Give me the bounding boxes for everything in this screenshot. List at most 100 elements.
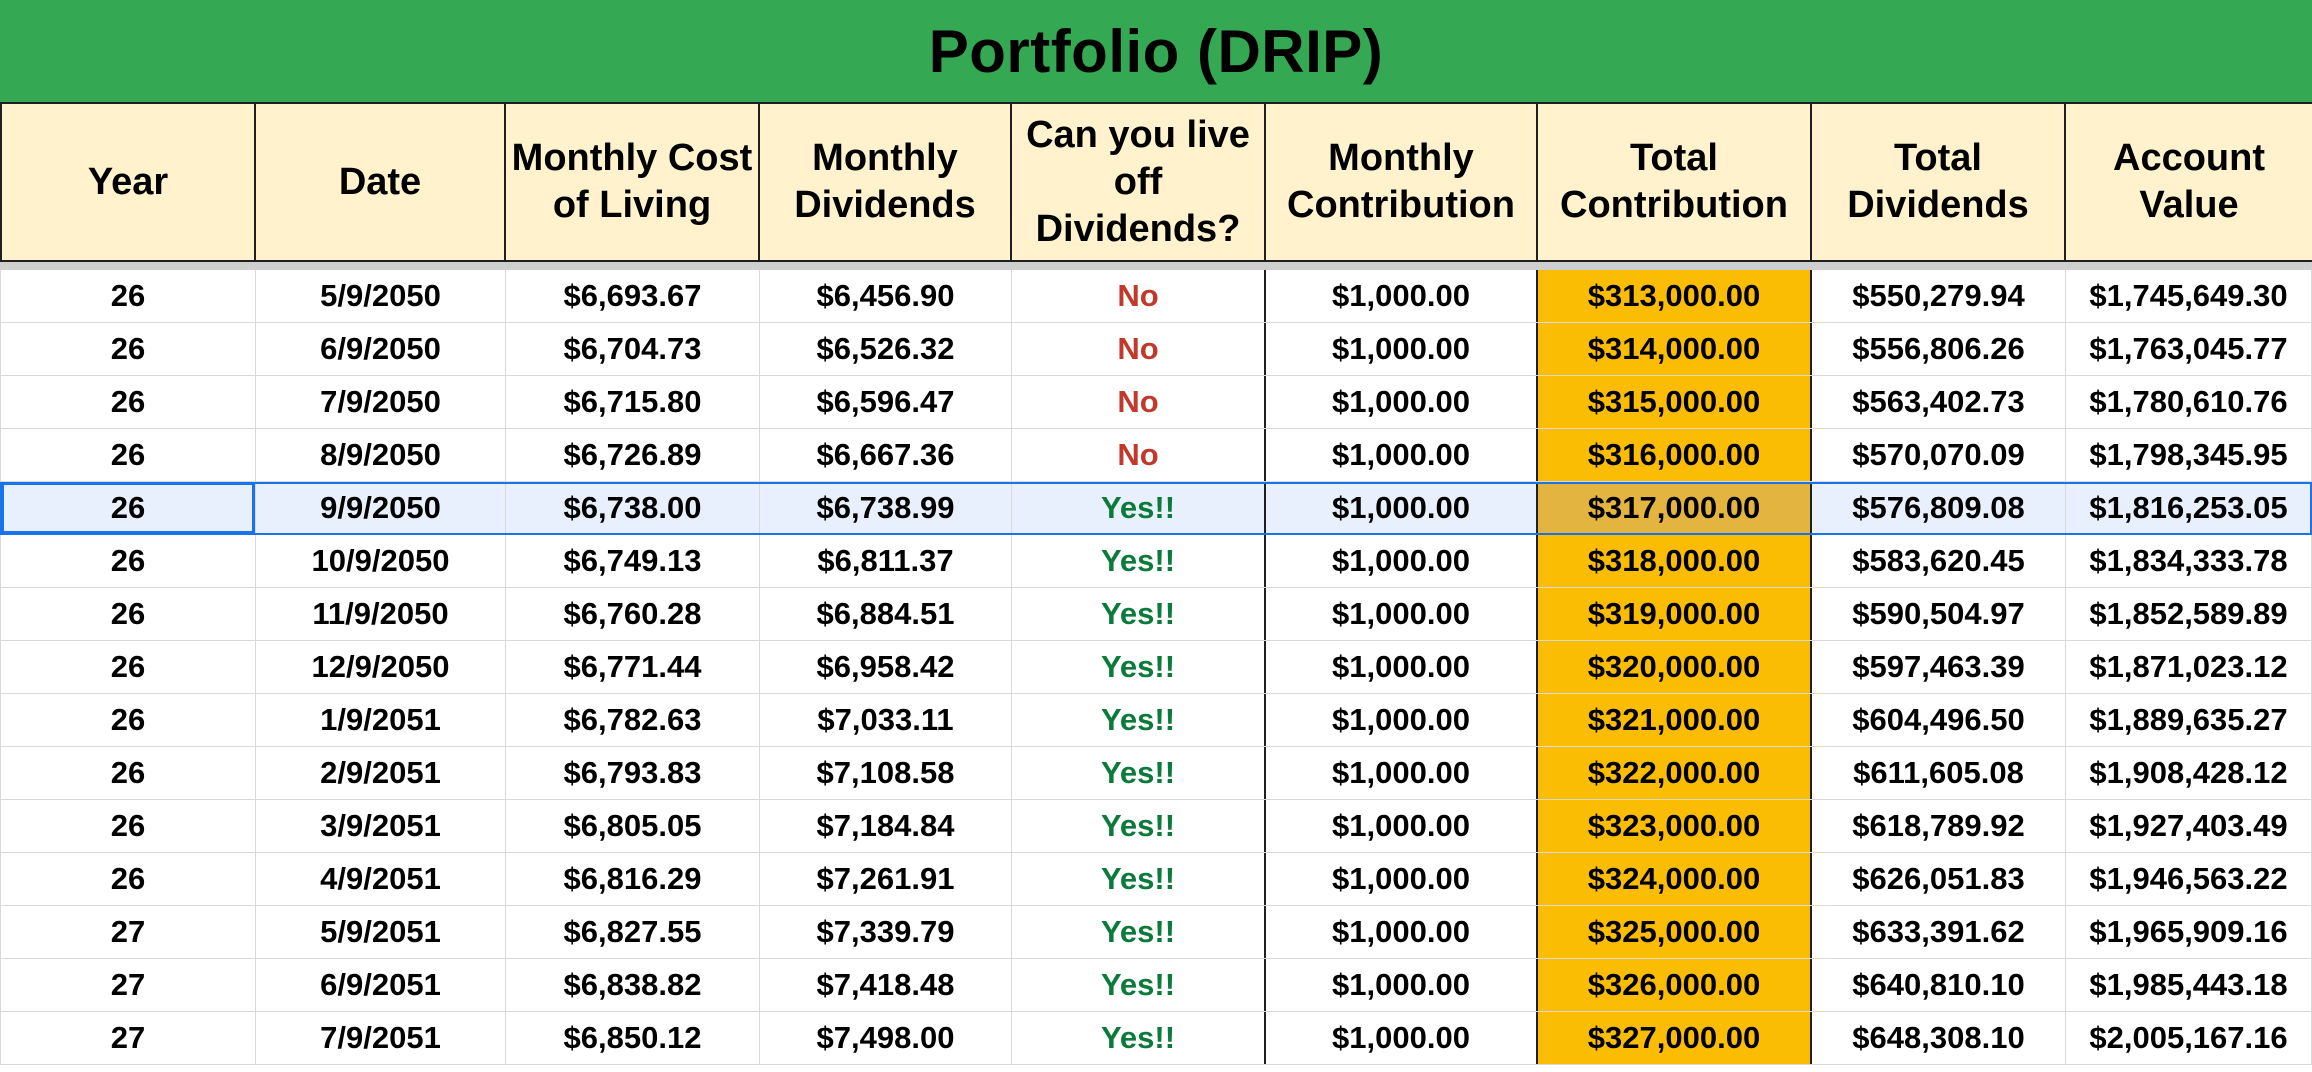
table-row[interactable]: 26 3/9/2051 $6,805.05 $7,184.84 Yes!! $1,000.… [0,800,2312,853]
live-off-dividends-cell[interactable]: Yes!! [1012,906,1266,958]
table-row[interactable]: 26 12/9/2050 $6,771.44 $6,958.42 Yes!! $1,000… [0,641,2312,694]
total-dividends-cell[interactable]: $640,810.10 [1812,959,2066,1011]
year-cell[interactable]: 27 [0,959,256,1011]
monthly-contribution-cell[interactable]: $1,000.00 [1266,959,1538,1011]
total-contribution-cell[interactable]: $314,000.00 [1538,323,1812,375]
total-dividends-cell[interactable]: $590,504.97 [1812,588,2066,640]
header-total-contribution[interactable]: Total Contribution [1538,104,1812,260]
date-cell[interactable]: 7/9/2051 [256,1012,506,1064]
live-off-dividends-cell[interactable]: No [1012,323,1266,375]
table-row[interactable]: 27 7/9/2051 $6,850.12 $7,498.00 Yes!! $1,000.… [0,1012,2312,1065]
year-cell[interactable]: 26 [0,323,256,375]
date-cell[interactable]: 1/9/2051 [256,694,506,746]
table-row[interactable]: 26 11/9/2050 $6,760.28 $6,884.51 Yes!! $1,000… [0,588,2312,641]
total-dividends-cell[interactable]: $626,051.83 [1812,853,2066,905]
header-total-dividends[interactable]: Total Dividends [1812,104,2066,260]
cost-of-living-cell[interactable]: $6,827.55 [506,906,760,958]
header-can-you-live-off-dividends[interactable]: Can you live off Dividends? [1012,104,1266,260]
monthly-contribution-cell[interactable]: $1,000.00 [1266,853,1538,905]
total-dividends-cell[interactable]: $576,809.08 [1812,482,2066,534]
year-cell[interactable]: 26 [0,429,256,481]
total-dividends-cell[interactable]: $570,070.09 [1812,429,2066,481]
monthly-dividends-cell[interactable]: $7,418.48 [760,959,1012,1011]
total-contribution-cell[interactable]: $313,000.00 [1538,270,1812,322]
account-value-cell[interactable]: $1,816,253.05 [2066,482,2312,534]
monthly-contribution-cell[interactable]: $1,000.00 [1266,641,1538,693]
table-row[interactable]: 27 6/9/2051 $6,838.82 $7,418.48 Yes!! $1,000.… [0,959,2312,1012]
total-contribution-cell[interactable]: $321,000.00 [1538,694,1812,746]
monthly-dividends-cell[interactable]: $7,033.11 [760,694,1012,746]
date-cell[interactable]: 9/9/2050 [256,482,506,534]
cost-of-living-cell[interactable]: $6,738.00 [506,482,760,534]
live-off-dividends-cell[interactable]: No [1012,429,1266,481]
total-contribution-cell[interactable]: $327,000.00 [1538,1012,1812,1064]
monthly-contribution-cell[interactable]: $1,000.00 [1266,1012,1538,1064]
live-off-dividends-cell[interactable]: Yes!! [1012,482,1266,534]
monthly-contribution-cell[interactable]: $1,000.00 [1266,747,1538,799]
table-row[interactable]: 26 2/9/2051 $6,793.83 $7,108.58 Yes!! $1,000.… [0,747,2312,800]
total-contribution-cell[interactable]: $325,000.00 [1538,906,1812,958]
year-cell[interactable]: 27 [0,906,256,958]
year-cell[interactable]: 27 [0,1012,256,1064]
year-cell[interactable]: 26 [0,535,256,587]
account-value-cell[interactable]: $1,745,649.30 [2066,270,2312,322]
monthly-contribution-cell[interactable]: $1,000.00 [1266,376,1538,428]
cost-of-living-cell[interactable]: $6,693.67 [506,270,760,322]
table-row[interactable]: 26 4/9/2051 $6,816.29 $7,261.91 Yes!! $1,000.… [0,853,2312,906]
year-cell[interactable]: 26 [0,376,256,428]
monthly-dividends-cell[interactable]: $6,456.90 [760,270,1012,322]
monthly-contribution-cell[interactable]: $1,000.00 [1266,906,1538,958]
table-row[interactable]: 26 6/9/2050 $6,704.73 $6,526.32 No $1,000.00 $… [0,323,2312,376]
live-off-dividends-cell[interactable]: Yes!! [1012,800,1266,852]
live-off-dividends-cell[interactable]: No [1012,270,1266,322]
title-cell[interactable]: Portfolio (DRIP) [0,0,2312,104]
table-row[interactable]: 26 8/9/2050 $6,726.89 $6,667.36 No $1,000.00 $… [0,429,2312,482]
year-cell[interactable]: 26 [0,853,256,905]
total-dividends-cell[interactable]: $648,308.10 [1812,1012,2066,1064]
account-value-cell[interactable]: $1,927,403.49 [2066,800,2312,852]
account-value-cell[interactable]: $1,946,563.22 [2066,853,2312,905]
live-off-dividends-cell[interactable]: Yes!! [1012,694,1266,746]
year-cell[interactable]: 26 [0,641,256,693]
live-off-dividends-cell[interactable]: Yes!! [1012,959,1266,1011]
account-value-cell[interactable]: $1,798,345.95 [2066,429,2312,481]
year-cell[interactable]: 26 [0,800,256,852]
year-cell[interactable]: 26 [0,694,256,746]
table-row[interactable]: 26 1/9/2051 $6,782.63 $7,033.11 Yes!! $1,000.… [0,694,2312,747]
total-dividends-cell[interactable]: $550,279.94 [1812,270,2066,322]
live-off-dividends-cell[interactable]: Yes!! [1012,853,1266,905]
date-cell[interactable]: 11/9/2050 [256,588,506,640]
cost-of-living-cell[interactable]: $6,749.13 [506,535,760,587]
header-account-value[interactable]: Account Value [2113,137,2265,226]
monthly-contribution-cell[interactable]: $1,000.00 [1266,429,1538,481]
date-cell[interactable]: 7/9/2050 [256,376,506,428]
live-off-dividends-cell[interactable]: Yes!! [1012,535,1266,587]
monthly-contribution-cell[interactable]: $1,000.00 [1266,588,1538,640]
monthly-dividends-cell[interactable]: $7,339.79 [760,906,1012,958]
total-dividends-cell[interactable]: $611,605.08 [1812,747,2066,799]
table-row[interactable]: 26 7/9/2050 $6,715.80 $6,596.47 No $1,000.00 $… [0,376,2312,429]
year-cell[interactable]: 26 [0,482,256,534]
total-contribution-cell[interactable]: $315,000.00 [1538,376,1812,428]
date-cell[interactable]: 5/9/2051 [256,906,506,958]
monthly-dividends-cell[interactable]: $7,261.91 [760,853,1012,905]
cost-of-living-cell[interactable]: $6,715.80 [506,376,760,428]
monthly-contribution-cell[interactable]: $1,000.00 [1266,800,1538,852]
date-cell[interactable]: 2/9/2051 [256,747,506,799]
cost-of-living-cell[interactable]: $6,838.82 [506,959,760,1011]
table-row[interactable]: 26 5/9/2050 $6,693.67 $6,456.90 No $1,000.00 $… [0,270,2312,323]
total-dividends-cell[interactable]: $583,620.45 [1812,535,2066,587]
total-contribution-cell[interactable]: $317,000.00 [1538,482,1812,534]
monthly-dividends-cell[interactable]: $7,108.58 [760,747,1012,799]
cost-of-living-cell[interactable]: $6,850.12 [506,1012,760,1064]
date-cell[interactable]: 12/9/2050 [256,641,506,693]
monthly-dividends-cell[interactable]: $6,526.32 [760,323,1012,375]
account-value-cell[interactable]: $1,889,635.27 [2066,694,2312,746]
total-contribution-cell[interactable]: $326,000.00 [1538,959,1812,1011]
header-date[interactable]: Date [256,104,506,260]
account-value-cell[interactable]: $1,871,023.12 [2066,641,2312,693]
account-value-cell[interactable]: $1,908,428.12 [2066,747,2312,799]
cost-of-living-cell[interactable]: $6,704.73 [506,323,760,375]
cost-of-living-cell[interactable]: $6,771.44 [506,641,760,693]
frozen-rows-divider[interactable] [0,262,2312,270]
